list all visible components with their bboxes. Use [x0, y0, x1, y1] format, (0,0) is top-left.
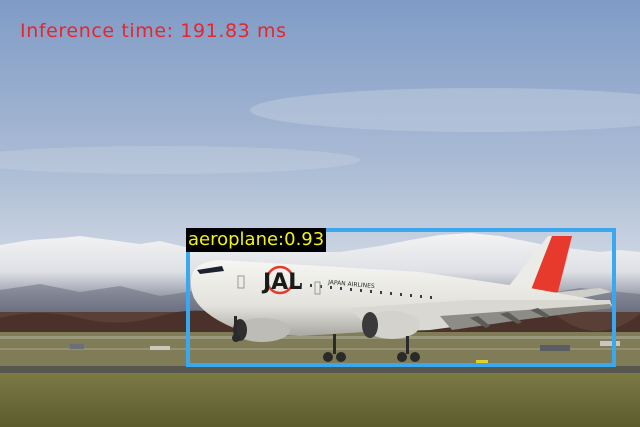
airline-logo: JAL: [261, 270, 302, 295]
runway: [0, 366, 640, 373]
detection-label: aeroplane:0.93: [186, 228, 327, 252]
airline-name: JAPAN AIRLINES: [327, 279, 375, 290]
inference-time-label: Inference time: 191.83 ms: [20, 20, 287, 42]
engine-near: [364, 311, 420, 339]
airplane: JAL JAPAN AIRLINES: [190, 236, 612, 364]
engine-far: [234, 318, 290, 342]
grass: [0, 373, 640, 427]
detection-bounding-box: [186, 228, 616, 367]
